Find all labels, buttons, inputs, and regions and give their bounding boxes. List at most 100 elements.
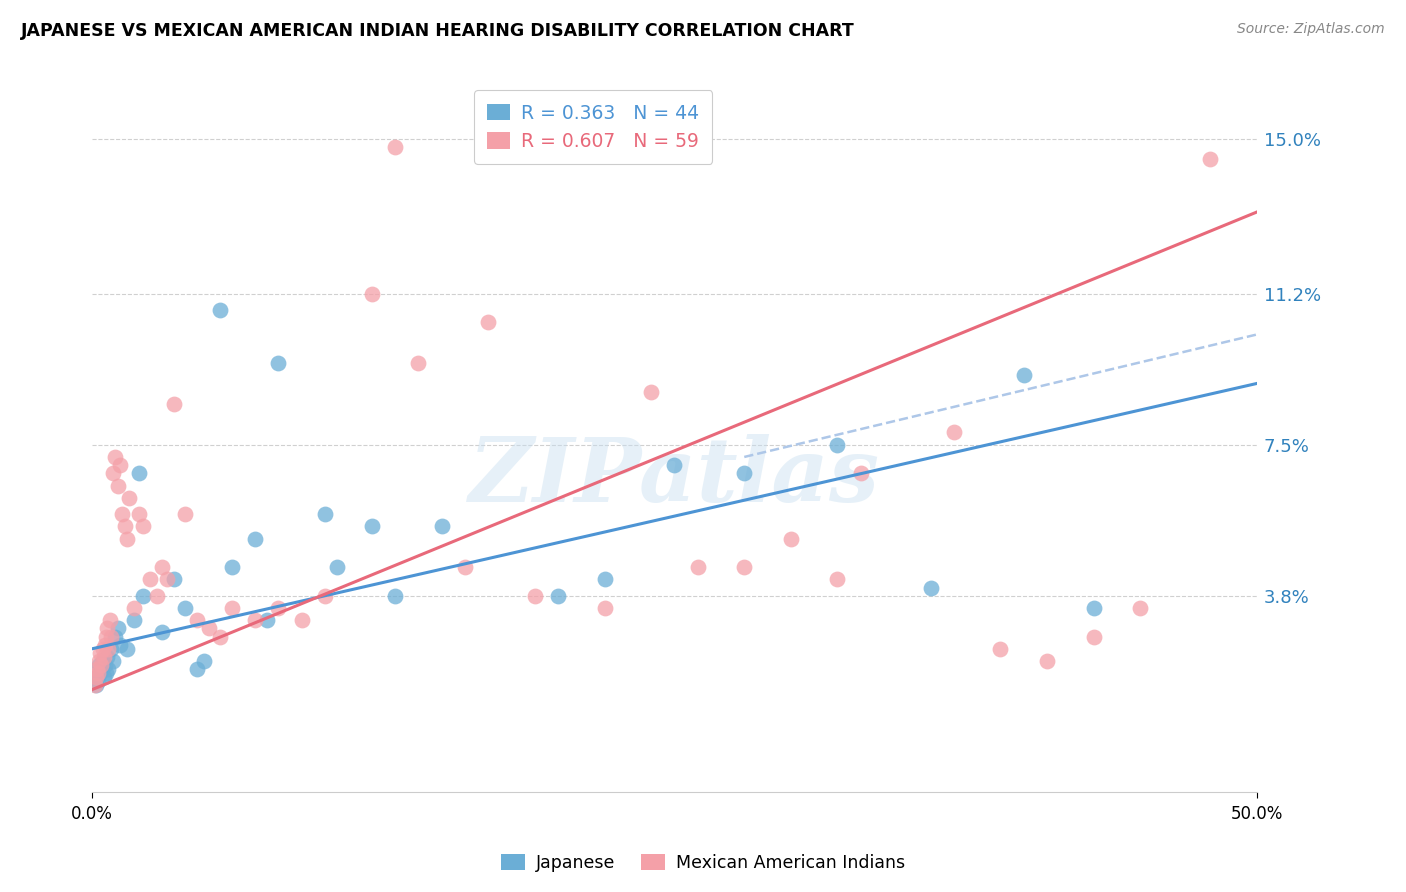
Point <box>89 658 111 673</box>
Point <box>118 491 141 505</box>
Point <box>221 560 243 574</box>
Point <box>477 315 499 329</box>
Point <box>87 674 110 689</box>
Point <box>94 638 117 652</box>
Point <box>83 678 105 692</box>
Point <box>384 140 406 154</box>
Point <box>733 467 755 481</box>
Point <box>150 560 173 574</box>
Point <box>104 450 127 464</box>
Point <box>686 560 709 574</box>
Point <box>209 630 232 644</box>
Point <box>114 519 136 533</box>
Point <box>523 589 546 603</box>
Point <box>156 573 179 587</box>
Point <box>122 601 145 615</box>
Point <box>139 573 162 587</box>
Point <box>84 670 107 684</box>
Point <box>89 646 111 660</box>
Point <box>1083 630 1105 644</box>
Point <box>406 356 429 370</box>
Point <box>89 666 111 681</box>
Point <box>942 425 965 440</box>
Legend: Japanese, Mexican American Indians: Japanese, Mexican American Indians <box>494 847 912 879</box>
Point <box>132 519 155 533</box>
Point <box>197 621 219 635</box>
Point <box>100 630 122 644</box>
Point <box>101 654 124 668</box>
Point <box>97 641 120 656</box>
Point <box>107 478 129 492</box>
Point <box>108 458 131 472</box>
Point <box>827 573 849 587</box>
Point <box>209 303 232 318</box>
Legend: R = 0.363   N = 44, R = 0.607   N = 59: R = 0.363 N = 44, R = 0.607 N = 59 <box>474 90 713 164</box>
Point <box>96 621 118 635</box>
Point <box>640 384 662 399</box>
Point <box>360 519 382 533</box>
Point <box>779 532 801 546</box>
Point <box>1199 152 1222 166</box>
Point <box>122 613 145 627</box>
Point <box>384 589 406 603</box>
Point <box>163 573 186 587</box>
Point <box>90 662 112 676</box>
Point <box>245 532 267 546</box>
Point <box>128 507 150 521</box>
Point <box>108 638 131 652</box>
Point <box>664 458 686 472</box>
Point <box>101 467 124 481</box>
Point <box>98 613 121 627</box>
Point <box>93 670 115 684</box>
Point <box>314 589 336 603</box>
Point <box>94 630 117 644</box>
Point <box>87 666 110 681</box>
Point <box>96 649 118 664</box>
Point <box>111 507 134 521</box>
Point <box>849 467 872 481</box>
Point <box>86 670 108 684</box>
Point <box>186 662 208 676</box>
Point <box>547 589 569 603</box>
Point <box>325 560 347 574</box>
Point <box>193 654 215 668</box>
Point <box>827 438 849 452</box>
Point <box>146 589 169 603</box>
Point <box>267 356 290 370</box>
Point <box>90 658 112 673</box>
Point <box>128 467 150 481</box>
Text: JAPANESE VS MEXICAN AMERICAN INDIAN HEARING DISABILITY CORRELATION CHART: JAPANESE VS MEXICAN AMERICAN INDIAN HEAR… <box>21 22 855 40</box>
Point <box>733 560 755 574</box>
Point <box>186 613 208 627</box>
Point <box>100 641 122 656</box>
Point <box>107 621 129 635</box>
Point <box>360 286 382 301</box>
Point <box>454 560 477 574</box>
Point <box>245 613 267 627</box>
Point <box>1083 601 1105 615</box>
Text: Source: ZipAtlas.com: Source: ZipAtlas.com <box>1237 22 1385 37</box>
Point <box>104 630 127 644</box>
Point <box>1012 368 1035 383</box>
Point <box>291 613 314 627</box>
Point <box>91 641 114 656</box>
Point <box>163 397 186 411</box>
Point <box>94 666 117 681</box>
Point <box>314 507 336 521</box>
Point <box>221 601 243 615</box>
Point <box>89 654 111 668</box>
Point <box>174 507 197 521</box>
Point <box>115 532 138 546</box>
Point <box>150 625 173 640</box>
Point <box>174 601 197 615</box>
Point <box>267 601 290 615</box>
Point <box>1129 601 1152 615</box>
Point <box>593 601 616 615</box>
Point <box>920 581 942 595</box>
Point <box>430 519 453 533</box>
Point <box>94 658 117 673</box>
Point <box>990 641 1012 656</box>
Point <box>132 589 155 603</box>
Point <box>84 678 107 692</box>
Point <box>256 613 278 627</box>
